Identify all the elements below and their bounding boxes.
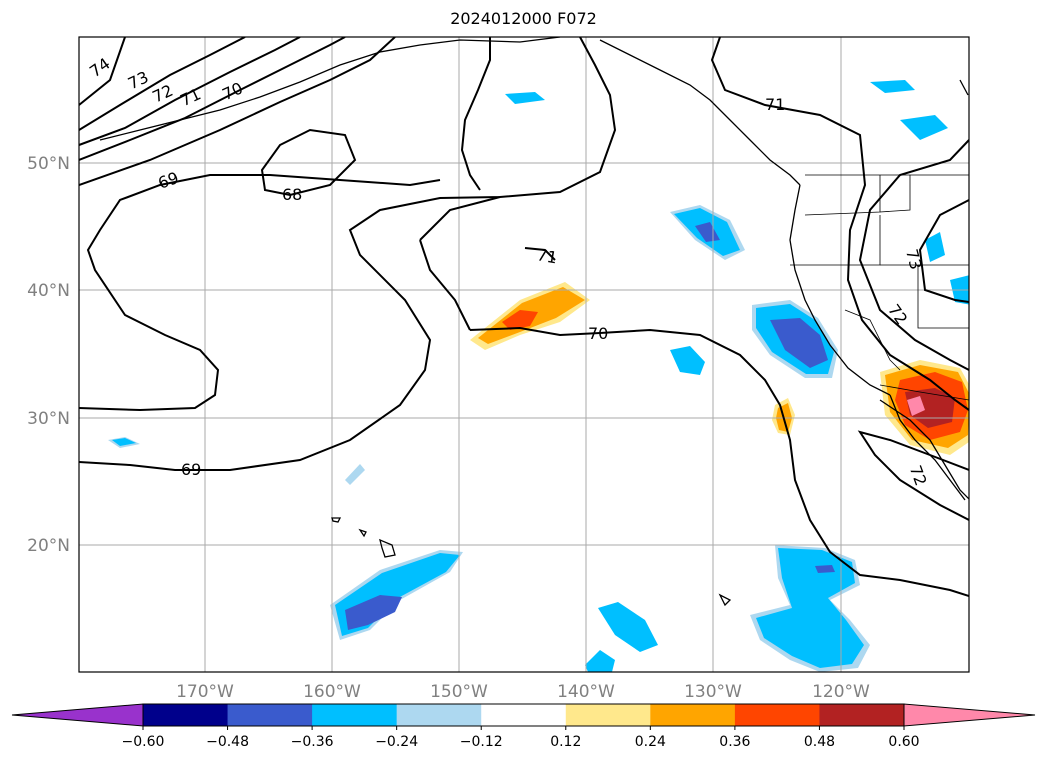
latitude-labels: 50°N 40°N 30°N 20°N xyxy=(27,154,70,556)
height-contours xyxy=(79,37,969,597)
lon-label: 140°W xyxy=(557,682,615,702)
colorbar-extend-low xyxy=(11,703,144,727)
colorbar-segment xyxy=(734,704,820,726)
lat-label: 50°N xyxy=(27,154,70,174)
colorbar-tick-label: 0.12 xyxy=(550,734,581,750)
lat-label: 20°N xyxy=(27,536,70,556)
colorbar-tick-label: 0.36 xyxy=(719,734,750,750)
colorbar-segment xyxy=(819,704,905,726)
borders xyxy=(790,174,969,401)
contour-label: 74 xyxy=(86,54,114,81)
colorbar: −0.60 −0.48 −0.36 −0.24 −0.12 0.12 0.24 0.36 0.4… xyxy=(11,703,1036,750)
map-frame xyxy=(78,36,970,673)
map-title: 2024012000 F072 xyxy=(450,9,597,28)
contour-labels: 74 73 72 71 70 69 68 71 70 71 73 72 69 7… xyxy=(86,54,930,488)
colorbar-tick-label: 0.60 xyxy=(888,734,919,750)
colorbar-segment xyxy=(650,704,736,726)
lon-label: 120°W xyxy=(812,682,870,702)
anomaly-shading xyxy=(108,80,969,672)
colorbar-tick-label: −0.24 xyxy=(375,734,418,750)
lat-label: 30°N xyxy=(27,409,70,429)
colorbar-segment xyxy=(143,704,229,726)
colorbar-segment xyxy=(565,704,651,726)
lat-label: 40°N xyxy=(27,281,70,301)
contour-label: 73 xyxy=(902,247,926,272)
map-content xyxy=(79,37,969,672)
colorbar-tick-label: 0.24 xyxy=(635,734,666,750)
lon-label: 150°W xyxy=(430,682,488,702)
longitude-labels: 170°W 160°W 150°W 140°W 130°W 120°W xyxy=(176,682,870,702)
colorbar-tick-label: −0.36 xyxy=(291,734,334,750)
contour-label: 68 xyxy=(282,185,302,204)
contour-label: 72 xyxy=(906,463,931,489)
lon-label: 130°W xyxy=(684,682,742,702)
colorbar-tick-label: −0.60 xyxy=(122,734,165,750)
colorbar-segment xyxy=(227,704,313,726)
contour-label: 71 xyxy=(765,95,785,114)
colorbar-segment xyxy=(312,704,398,726)
contour-label: 72 xyxy=(884,301,911,329)
contour-label: 71 xyxy=(535,245,558,267)
lon-label: 160°W xyxy=(303,682,361,702)
contour-label: 69 xyxy=(156,168,182,193)
colorbar-segment xyxy=(396,704,482,726)
colorbar-tick-label: −0.12 xyxy=(460,734,503,750)
gridlines xyxy=(79,37,969,672)
colorbar-extend-high xyxy=(903,703,1036,727)
contour-label: 69 xyxy=(181,460,201,479)
contour-label: 70 xyxy=(588,324,608,343)
lon-label: 170°W xyxy=(176,682,234,702)
colorbar-tick-label: 0.48 xyxy=(804,734,835,750)
colorbar-tick-label: −0.48 xyxy=(206,734,249,750)
coastlines xyxy=(99,37,969,607)
contour-label: 70 xyxy=(219,78,245,104)
colorbar-outline xyxy=(142,703,905,727)
colorbar-segment xyxy=(481,704,567,726)
